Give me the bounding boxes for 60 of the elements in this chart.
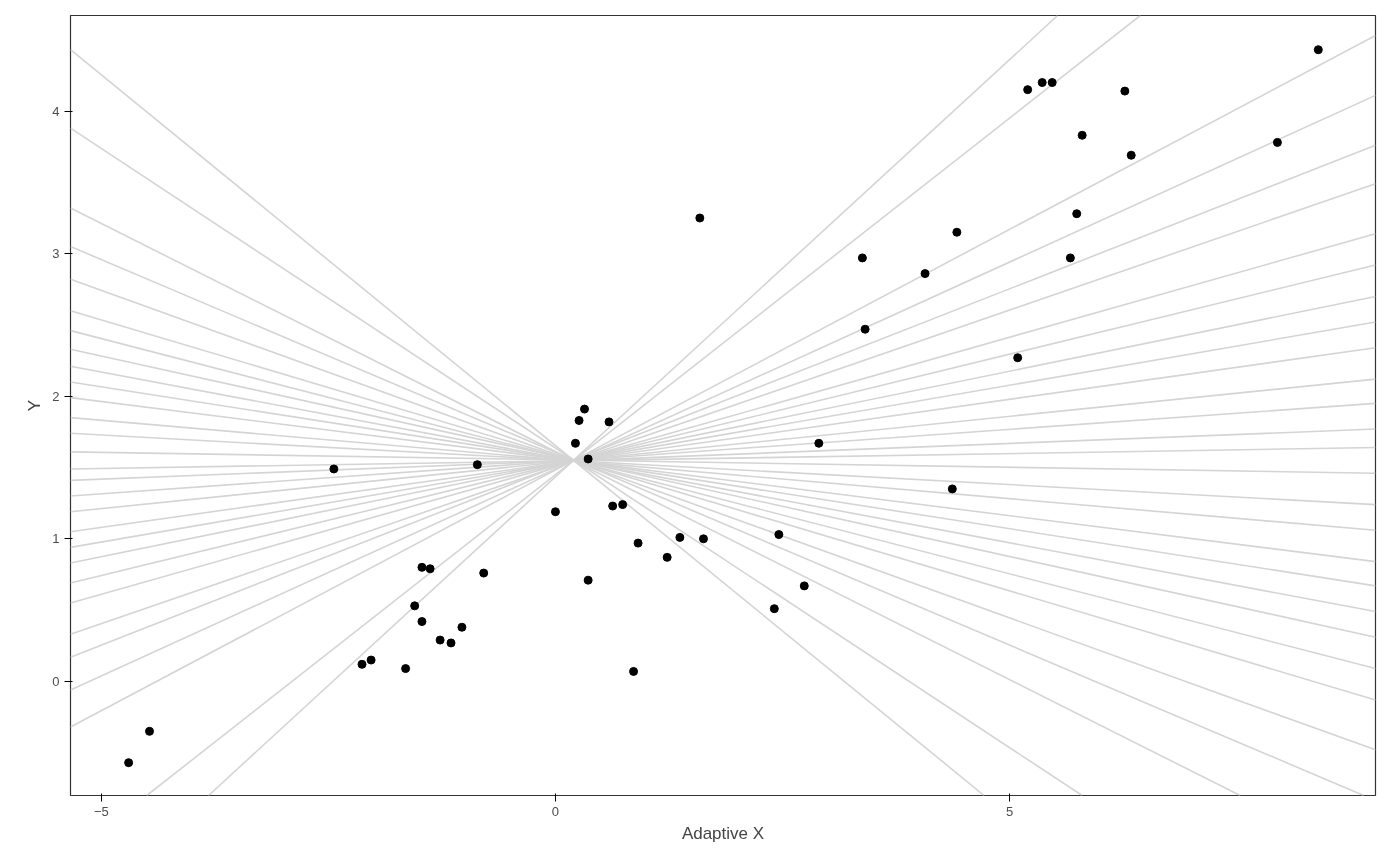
point [550, 507, 560, 517]
point [329, 464, 339, 474]
point [357, 659, 367, 669]
point [1272, 137, 1282, 147]
point [366, 655, 376, 665]
point [583, 454, 593, 464]
point [1047, 78, 1057, 88]
point [580, 404, 590, 414]
point [814, 438, 824, 448]
point [417, 617, 427, 627]
point [1120, 86, 1130, 96]
point [769, 604, 779, 614]
point [570, 438, 580, 448]
x-tick-label: 0 [551, 803, 560, 819]
y-axis-title: Y [25, 399, 45, 412]
point [124, 758, 134, 768]
point [1072, 209, 1082, 219]
point [1313, 45, 1323, 55]
point [479, 568, 489, 578]
point [1065, 253, 1075, 263]
point [952, 227, 962, 237]
point [583, 575, 593, 585]
point [457, 622, 467, 632]
y-tick-label: 4 [52, 103, 60, 119]
point [410, 601, 420, 611]
point [435, 635, 445, 645]
point [574, 415, 584, 425]
y-tick-label: 1 [52, 531, 60, 547]
y-tick-label: 3 [52, 246, 60, 262]
x-tick-label: −5 [93, 803, 109, 819]
point [472, 460, 482, 470]
point [857, 253, 867, 263]
point [618, 500, 628, 510]
point [608, 501, 618, 511]
point [662, 552, 672, 562]
point [145, 726, 155, 736]
point [860, 324, 870, 334]
point [604, 417, 614, 427]
x-axis-title: Adaptive X [681, 823, 765, 843]
point [675, 532, 685, 542]
point [417, 562, 427, 572]
y-tick-label: 0 [52, 673, 60, 689]
point [799, 581, 809, 591]
y-tick-label: 2 [52, 388, 60, 404]
point [920, 269, 930, 279]
point [1037, 78, 1047, 88]
point [774, 530, 784, 540]
point [633, 538, 643, 548]
point [629, 666, 639, 676]
point [1013, 353, 1023, 363]
point [1023, 85, 1033, 95]
point [947, 484, 957, 494]
point [1126, 150, 1136, 160]
point [446, 638, 456, 648]
point [425, 564, 435, 574]
x-tick-label: 5 [1005, 803, 1014, 819]
point [698, 534, 708, 544]
point [401, 664, 411, 674]
point [1077, 130, 1087, 140]
point [695, 213, 705, 223]
